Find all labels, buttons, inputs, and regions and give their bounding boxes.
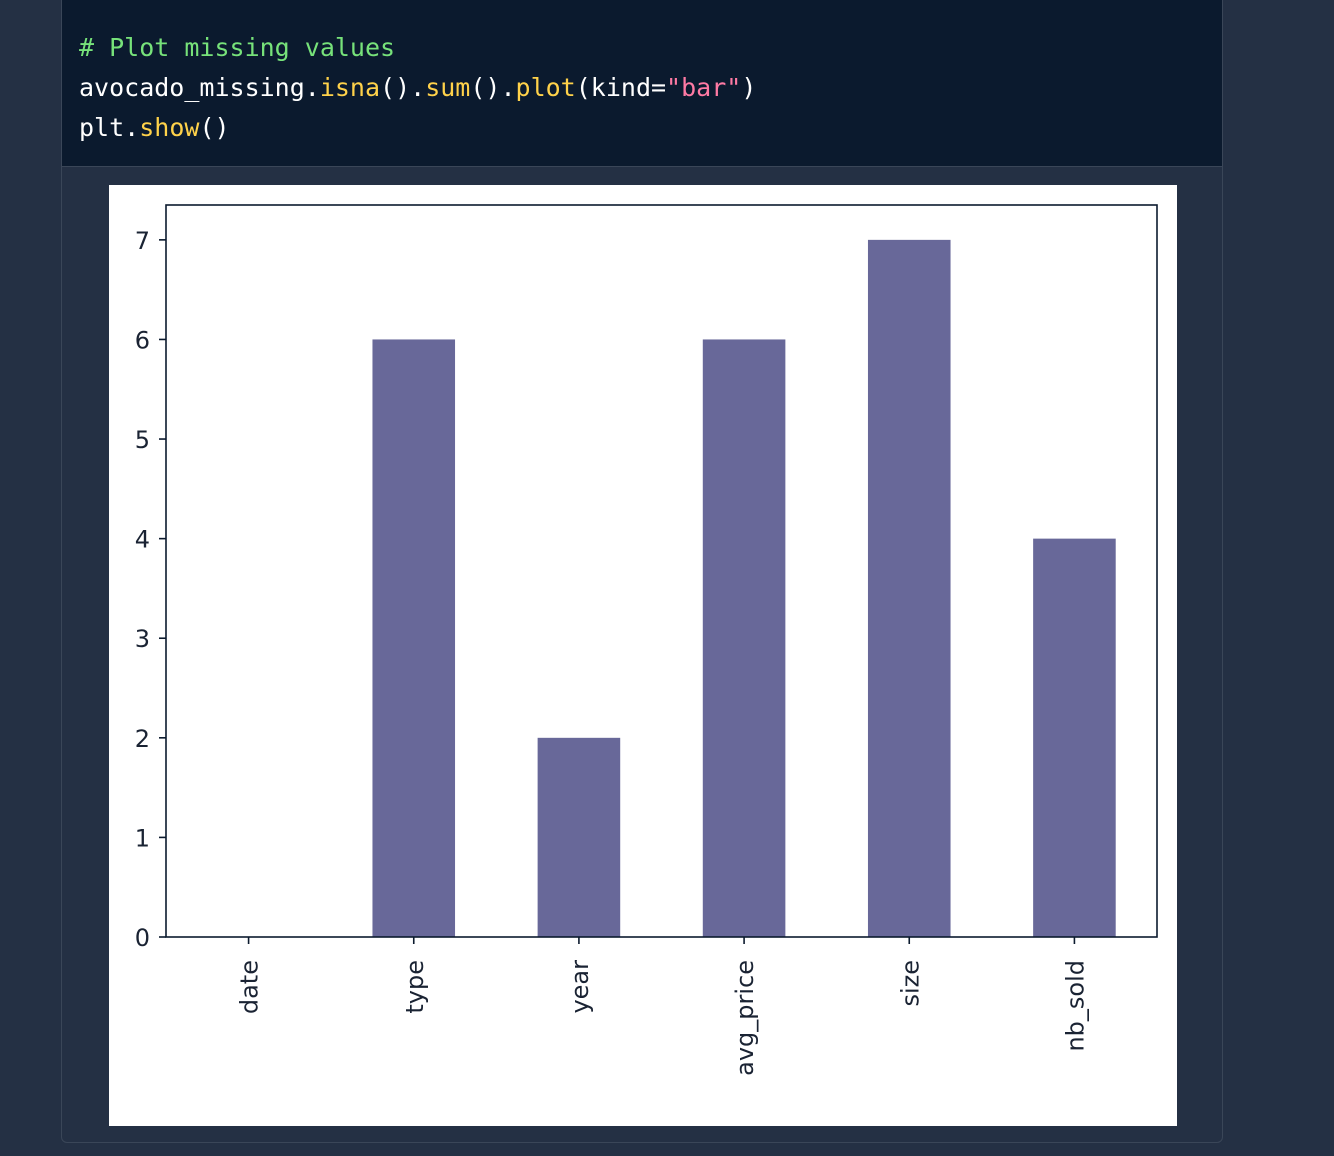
y-tick-label: 2 (135, 725, 150, 753)
code-token-fn: sum (425, 73, 471, 102)
bar-chart: 0 1 2 3 4 5 6 7 date type year avg_price size nb_sold (135, 204, 1158, 1076)
code-line: # Plot missing values (79, 28, 1222, 68)
x-tick-label: nb_sold (1061, 960, 1089, 1052)
x-tick-label: avg_price (731, 960, 759, 1076)
y-tick-label: 3 (135, 625, 150, 653)
notebook-cell: # Plot missing values avocado_missing.isn… (61, 0, 1223, 1143)
plot-frame (165, 204, 1158, 938)
y-tick-label: 7 (135, 227, 150, 255)
code-line: plt.show() (79, 108, 1222, 148)
code-block[interactable]: # Plot missing values avocado_missing.isn… (62, 0, 1222, 167)
code-token-plain: ) (741, 73, 757, 102)
code-token-plain: plt. (79, 113, 140, 142)
x-tick-label: type (401, 960, 429, 1014)
code-token-plain: avocado_missing. (79, 73, 320, 102)
x-tick-label: date (236, 960, 264, 1014)
bar-avg_price (702, 339, 786, 937)
chart-output: 0 1 2 3 4 5 6 7 date type year avg_price size nb_sold (109, 185, 1177, 1126)
bar-year (537, 737, 621, 937)
code-token-plain: (kind= (575, 73, 667, 102)
bar-size (867, 239, 951, 938)
code-token-fn: show (139, 113, 200, 142)
code-token-fn: isna (319, 73, 381, 102)
y-tick-label: 6 (135, 326, 150, 354)
bar-type (372, 339, 456, 937)
y-tick-label: 0 (135, 924, 150, 952)
y-tick-label: 1 (135, 824, 150, 852)
x-tick-label: year (566, 960, 594, 1014)
code-token-comment: # Plot missing values (79, 33, 396, 62)
code-token-plain: () (199, 113, 230, 142)
x-tick-label: size (896, 960, 924, 1007)
code-token-fn: plot (515, 73, 576, 102)
code-token-plain: (). (380, 73, 426, 102)
code-line: avocado_missing.isna().sum().plot(kind="… (79, 68, 1222, 108)
y-tick-label: 4 (135, 526, 150, 554)
code-token-plain: (). (470, 73, 516, 102)
bar-nb_sold (1033, 538, 1116, 937)
y-tick-label: 5 (135, 426, 150, 454)
code-token-str: "bar" (666, 73, 742, 102)
